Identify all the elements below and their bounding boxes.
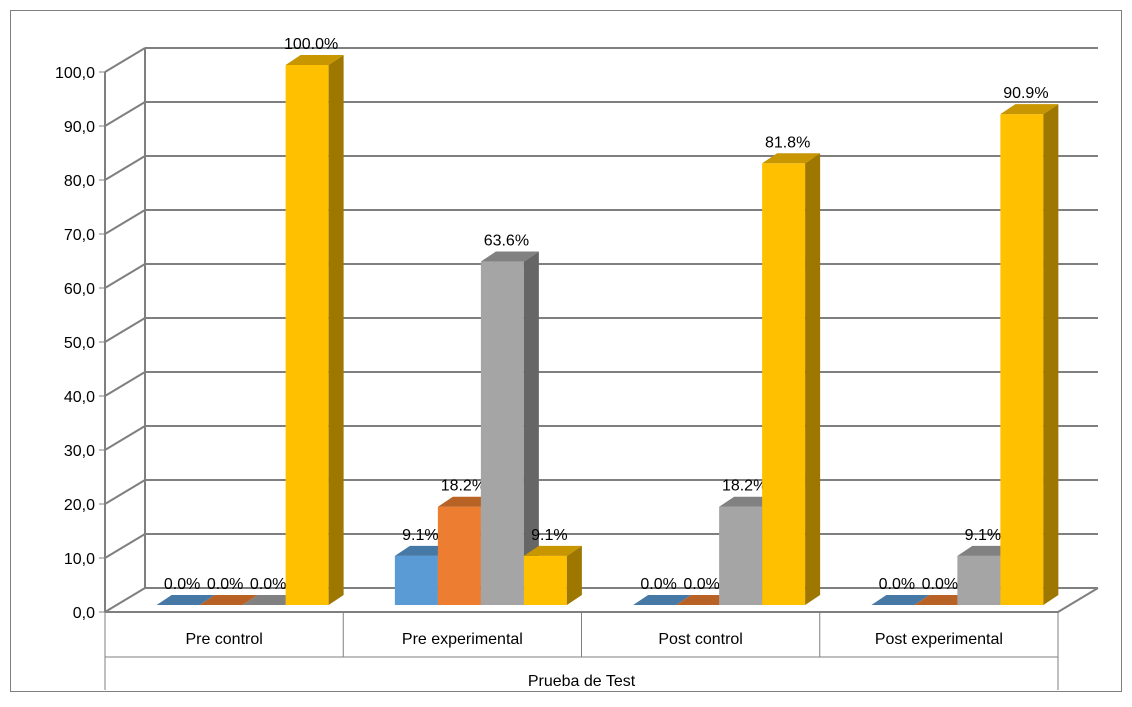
x-tick-label: Post control — [658, 631, 742, 648]
y-tick-label: 30,0 — [64, 443, 95, 460]
bar-front — [480, 261, 524, 605]
bar-top — [633, 595, 692, 605]
data-label: 63.6% — [484, 233, 529, 250]
data-label: 9.1% — [531, 527, 567, 544]
bar-front — [394, 555, 438, 605]
data-label: 0.0% — [250, 576, 286, 593]
data-label: 0.0% — [879, 576, 915, 593]
y-tick-label: 10,0 — [64, 551, 95, 568]
bar-top — [762, 153, 821, 164]
y-tick-label: 0,0 — [73, 605, 95, 622]
data-label: 18.2% — [722, 478, 767, 495]
data-label: 18.2% — [441, 478, 486, 495]
data-label: 0.0% — [922, 576, 958, 593]
bar-front — [1000, 114, 1044, 605]
bar-side — [328, 55, 344, 605]
gridline-side — [104, 425, 146, 451]
data-label: 0.0% — [683, 576, 719, 593]
y-tick-label: 60,0 — [64, 281, 95, 298]
bar-top — [156, 595, 215, 605]
bar-top — [199, 595, 258, 605]
bar-top — [871, 595, 930, 605]
gridline-side — [104, 101, 146, 127]
floor-edge — [1057, 587, 1099, 613]
bar-top — [523, 545, 582, 556]
x-tick-label: Pre experimental — [402, 631, 523, 648]
data-label: 9.1% — [965, 527, 1001, 544]
y-tick-label: 50,0 — [64, 335, 95, 352]
bar-top — [480, 251, 539, 262]
bar-top — [285, 55, 344, 65]
gridline-side — [104, 155, 146, 181]
gridline-side — [104, 479, 146, 505]
x-axis-title: Prueba de Test — [528, 673, 636, 690]
y-tick-label: 40,0 — [64, 389, 95, 406]
y-tick-label: 70,0 — [64, 227, 95, 244]
bar-side — [1043, 104, 1059, 605]
bar-front — [762, 163, 806, 605]
data-label: 0.0% — [207, 576, 243, 593]
y-tick-label: 80,0 — [64, 173, 95, 190]
gridline-side — [104, 317, 146, 343]
y-tick-label: 20,0 — [64, 497, 95, 514]
bar-top — [1000, 104, 1059, 115]
chart-border — [10, 10, 1122, 692]
bar-side — [805, 153, 821, 605]
gridline-side — [104, 587, 146, 613]
bar-front — [957, 555, 1001, 605]
bar-side — [566, 545, 582, 605]
y-tick-label: 90,0 — [64, 119, 95, 136]
data-label: 90.9% — [1003, 85, 1048, 102]
bar-side — [523, 251, 539, 605]
bar-front — [437, 506, 481, 605]
y-tick-label: 100,0 — [55, 65, 95, 82]
data-label: 100.0% — [284, 36, 338, 53]
gridline-side — [104, 263, 146, 289]
bar-front — [719, 506, 763, 605]
bar-front — [523, 555, 567, 605]
gridline-side — [104, 533, 146, 559]
data-label: 0.0% — [640, 576, 676, 593]
x-tick-label: Post experimental — [875, 631, 1003, 648]
x-tick-label: Pre control — [185, 631, 262, 648]
data-label: 9.1% — [402, 527, 438, 544]
gridline-side — [104, 371, 146, 397]
data-label: 81.8% — [765, 134, 810, 151]
data-label: 0.0% — [164, 576, 200, 593]
gridline-side — [104, 47, 146, 73]
bar-front — [285, 65, 329, 605]
gridline-side — [104, 209, 146, 235]
